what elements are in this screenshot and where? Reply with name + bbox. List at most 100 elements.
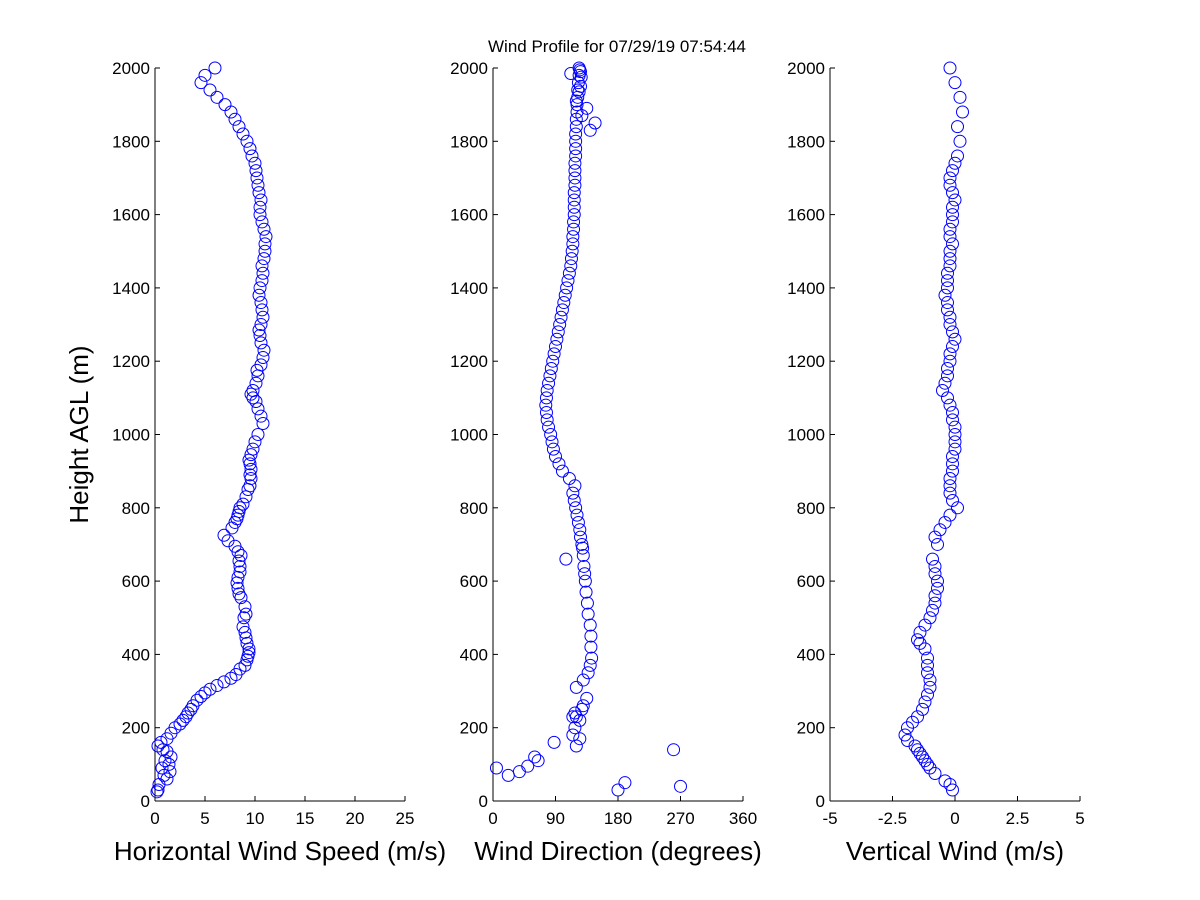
data-point	[255, 303, 269, 317]
data-point	[943, 310, 957, 324]
data-point	[237, 611, 251, 625]
data-point	[567, 215, 581, 229]
data-point	[253, 200, 267, 214]
data-point	[181, 706, 195, 720]
y-tick-label: 1000	[112, 426, 150, 445]
data-point	[238, 625, 252, 639]
data-point	[258, 237, 272, 251]
x-tick-label: 0	[950, 809, 959, 828]
y-tick-label: 800	[460, 499, 488, 518]
data-point	[943, 479, 957, 493]
data-point	[544, 428, 558, 441]
y-tick-label: 2000	[787, 59, 825, 78]
data-point	[948, 332, 962, 346]
data-point	[568, 156, 582, 170]
data-point	[243, 142, 257, 156]
data-point	[581, 607, 595, 621]
data-point	[539, 406, 553, 420]
data-point	[566, 486, 580, 500]
data-point	[231, 581, 245, 595]
data-point	[941, 391, 954, 405]
data-point	[233, 565, 247, 579]
x-axis-label: Wind Direction (degrees)	[474, 836, 762, 866]
y-axis-label: Height AGL (m)	[64, 345, 94, 523]
x-tick-label: 25	[396, 809, 415, 828]
data-point	[551, 325, 565, 339]
y-tick-label: 0	[479, 792, 488, 811]
data-point	[583, 123, 597, 137]
data-point	[234, 548, 248, 562]
data-point	[243, 468, 257, 482]
data-point	[918, 618, 932, 632]
data-point	[943, 178, 957, 192]
data-point	[545, 435, 559, 449]
data-point	[256, 310, 270, 324]
data-point	[217, 675, 231, 689]
data-point	[938, 288, 952, 302]
data-point	[567, 193, 581, 207]
y-tick-label: 200	[122, 719, 150, 738]
data-point	[569, 680, 583, 694]
data-point	[549, 449, 562, 463]
data-point	[928, 596, 942, 610]
data-point	[918, 754, 932, 768]
data-point	[943, 259, 957, 273]
data-point	[584, 629, 598, 643]
data-point	[208, 61, 222, 75]
data-point	[928, 559, 942, 573]
data-point	[259, 230, 273, 244]
series-points	[898, 61, 969, 797]
data-point	[255, 215, 269, 229]
data-point	[921, 651, 934, 665]
data-point	[569, 142, 583, 156]
data-point	[948, 442, 962, 456]
data-point	[253, 208, 267, 222]
data-point	[252, 288, 266, 302]
y-tick-label: 600	[460, 572, 488, 591]
data-point	[255, 274, 269, 288]
y-tick-label: 1400	[450, 279, 488, 298]
data-point	[217, 528, 231, 542]
x-tick-label: 270	[666, 809, 694, 828]
y-tick-label: 200	[797, 719, 825, 738]
data-point	[568, 164, 582, 178]
data-point	[242, 646, 256, 660]
x-tick-label: 360	[729, 809, 757, 828]
data-point	[521, 759, 535, 773]
data-point	[911, 710, 924, 724]
data-point	[943, 244, 957, 258]
data-point	[569, 501, 583, 515]
data-point	[583, 658, 597, 672]
data-point	[236, 497, 250, 511]
data-point	[246, 391, 260, 405]
data-point	[566, 237, 580, 251]
x-tick-label: 5	[1075, 809, 1084, 828]
y-tick-label: 400	[460, 645, 488, 664]
data-point	[572, 85, 586, 99]
data-point	[542, 420, 556, 434]
data-point	[941, 266, 954, 280]
data-point	[257, 222, 271, 236]
data-point	[254, 358, 268, 372]
data-point	[618, 776, 632, 790]
data-point	[256, 417, 270, 431]
y-tick-label: 0	[816, 792, 825, 811]
data-point	[252, 186, 266, 200]
data-point	[190, 693, 204, 707]
data-point	[562, 471, 576, 485]
data-point	[918, 695, 932, 709]
data-point	[248, 435, 262, 449]
data-point	[948, 76, 962, 90]
y-tick-label: 2000	[450, 59, 488, 78]
y-tick-label: 600	[122, 572, 150, 591]
data-point	[236, 127, 250, 141]
data-point	[539, 398, 553, 412]
data-point	[578, 574, 592, 588]
data-point	[948, 156, 962, 170]
data-point	[898, 728, 912, 742]
x-tick-label: -5	[822, 809, 837, 828]
data-point	[567, 200, 581, 214]
data-point	[938, 515, 952, 529]
data-point	[943, 354, 957, 368]
data-point	[667, 743, 681, 757]
